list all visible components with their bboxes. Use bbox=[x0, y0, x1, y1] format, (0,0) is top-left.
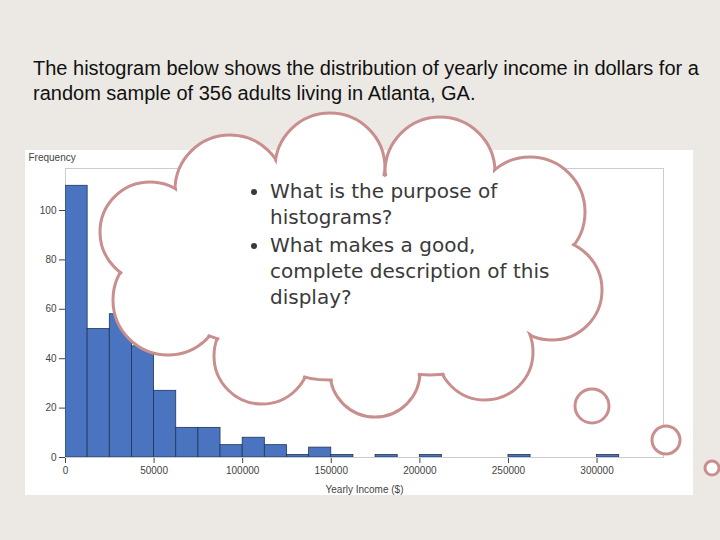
svg-text:0: 0 bbox=[63, 465, 69, 476]
html-text:What is the purpose of histogr: What is the purpose of histograms? bbox=[270, 179, 498, 229]
svg-text:Frequency: Frequency bbox=[29, 152, 76, 163]
svg-text:100000: 100000 bbox=[226, 465, 260, 476]
svg-text:Yearly Income ($): Yearly Income ($) bbox=[326, 484, 404, 495]
svg-text:300000: 300000 bbox=[580, 465, 614, 476]
html-text:The histogram below shows the: The histogram below shows the distributi… bbox=[33, 57, 699, 104]
html-text:What makes a good, complete de: What makes a good, complete description … bbox=[270, 233, 550, 309]
svg-text:100: 100 bbox=[40, 205, 57, 216]
svg-text:250000: 250000 bbox=[492, 465, 526, 476]
svg-text:40: 40 bbox=[45, 353, 57, 364]
svg-text:80: 80 bbox=[45, 254, 57, 265]
svg-text:150000: 150000 bbox=[315, 465, 349, 476]
svg-text:0: 0 bbox=[51, 452, 57, 463]
svg-text:60: 60 bbox=[45, 303, 57, 314]
svg-text:200000: 200000 bbox=[403, 465, 437, 476]
svg-text:20: 20 bbox=[45, 402, 57, 413]
svg-text:50000: 50000 bbox=[140, 465, 168, 476]
